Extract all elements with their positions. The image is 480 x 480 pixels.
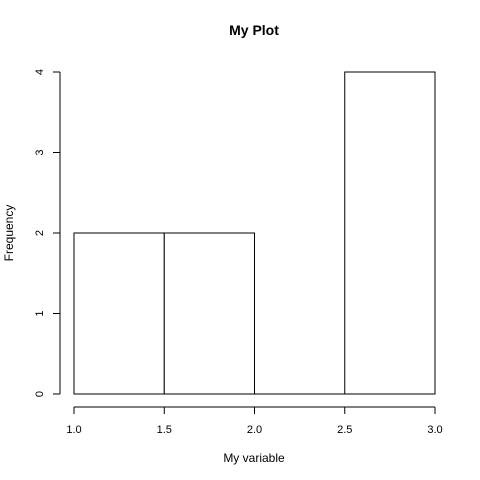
y-tick-label: 1	[34, 310, 46, 316]
histogram-bar	[74, 233, 164, 394]
y-axis: 0 1 2 3 4	[34, 69, 60, 397]
y-axis-label: Frequency	[2, 205, 16, 262]
x-tick-label: 1.5	[157, 424, 172, 436]
x-tick-label: 3.0	[427, 424, 442, 436]
x-tick-label: 2.5	[337, 424, 352, 436]
histogram-bar	[164, 233, 254, 394]
x-tick-label: 2.0	[247, 424, 262, 436]
histogram-bars	[74, 72, 435, 394]
chart-title: My Plot	[229, 22, 279, 38]
y-tick-label: 3	[34, 149, 46, 155]
y-tick-label: 2	[34, 230, 46, 236]
x-axis: 1.0 1.5 2.0 2.5 3.0	[66, 407, 442, 436]
y-tick-label: 0	[34, 391, 46, 397]
x-tick-label: 1.0	[66, 424, 81, 436]
x-axis-label: My variable	[223, 451, 285, 465]
y-tick-label: 4	[34, 69, 46, 75]
histogram-bar	[345, 72, 435, 394]
